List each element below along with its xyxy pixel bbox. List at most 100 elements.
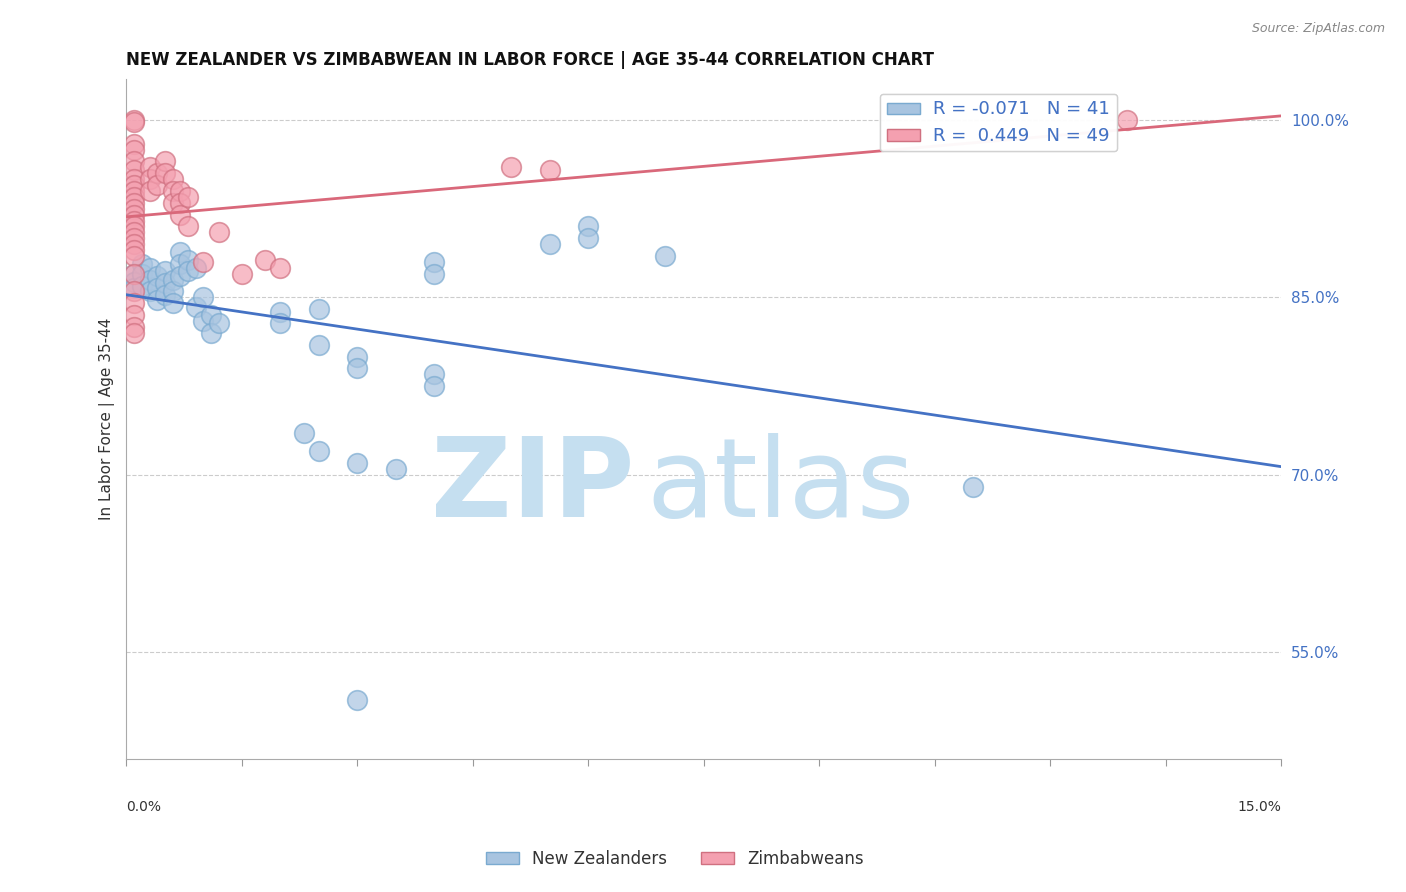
Point xyxy=(169,184,191,198)
Point xyxy=(122,172,145,186)
Point xyxy=(122,267,145,281)
Point xyxy=(122,249,145,263)
Point xyxy=(122,178,145,192)
Point xyxy=(122,219,145,234)
Point xyxy=(122,136,145,151)
Point xyxy=(138,172,160,186)
Point xyxy=(200,308,222,322)
Text: atlas: atlas xyxy=(645,434,914,541)
Point xyxy=(193,314,215,328)
Y-axis label: In Labor Force | Age 35-44: In Labor Force | Age 35-44 xyxy=(100,318,115,520)
Point xyxy=(122,208,145,222)
Point xyxy=(423,267,446,281)
Point xyxy=(253,252,276,267)
Point xyxy=(122,190,145,204)
Point xyxy=(146,178,169,192)
Text: ZIP: ZIP xyxy=(432,434,634,541)
Point xyxy=(153,166,176,180)
Point xyxy=(308,444,330,458)
Point xyxy=(346,350,368,364)
Point xyxy=(122,231,145,245)
Point xyxy=(122,184,145,198)
Legend: R = -0.071   N = 41, R =  0.449   N = 49: R = -0.071 N = 41, R = 0.449 N = 49 xyxy=(880,94,1116,152)
Point xyxy=(153,288,176,302)
Point xyxy=(122,154,145,169)
Point xyxy=(162,285,184,299)
Point xyxy=(177,252,200,267)
Point xyxy=(138,285,160,299)
Legend: New Zealanders, Zimbabweans: New Zealanders, Zimbabweans xyxy=(479,844,870,875)
Point xyxy=(122,281,145,295)
Point xyxy=(231,267,253,281)
Point xyxy=(962,480,984,494)
Point xyxy=(122,296,145,310)
Point xyxy=(122,162,145,177)
Point xyxy=(208,317,231,331)
Point xyxy=(122,308,145,322)
Point xyxy=(346,692,368,706)
Point xyxy=(193,255,215,269)
Point xyxy=(576,219,599,234)
Point xyxy=(122,275,145,289)
Point xyxy=(169,245,191,260)
Text: NEW ZEALANDER VS ZIMBABWEAN IN LABOR FORCE | AGE 35-44 CORRELATION CHART: NEW ZEALANDER VS ZIMBABWEAN IN LABOR FOR… xyxy=(127,51,935,69)
Point xyxy=(177,264,200,278)
Point xyxy=(292,426,315,441)
Point xyxy=(184,260,207,275)
Point xyxy=(138,260,160,275)
Point xyxy=(122,267,145,281)
Point xyxy=(138,184,160,198)
Point xyxy=(146,269,169,284)
Point xyxy=(122,143,145,157)
Point xyxy=(131,257,153,271)
Point xyxy=(423,255,446,269)
Point xyxy=(538,162,561,177)
Point xyxy=(1116,112,1139,127)
Point xyxy=(177,190,200,204)
Point xyxy=(131,267,153,281)
Point xyxy=(654,249,676,263)
Point xyxy=(146,166,169,180)
Point xyxy=(308,337,330,351)
Point xyxy=(538,237,561,252)
Point xyxy=(177,219,200,234)
Point xyxy=(269,304,291,318)
Point xyxy=(122,285,145,299)
Point xyxy=(385,462,408,476)
Point xyxy=(146,281,169,295)
Point xyxy=(423,379,446,393)
Point xyxy=(308,302,330,317)
Text: Source: ZipAtlas.com: Source: ZipAtlas.com xyxy=(1251,22,1385,36)
Point xyxy=(193,290,215,304)
Point xyxy=(162,296,184,310)
Point xyxy=(269,317,291,331)
Point xyxy=(208,225,231,239)
Point xyxy=(576,231,599,245)
Point xyxy=(184,300,207,314)
Point xyxy=(169,208,191,222)
Point xyxy=(169,269,191,284)
Point xyxy=(153,154,176,169)
Point xyxy=(138,273,160,287)
Point xyxy=(169,257,191,271)
Text: 0.0%: 0.0% xyxy=(127,800,162,814)
Point xyxy=(122,115,145,129)
Point xyxy=(146,293,169,307)
Point xyxy=(122,112,145,127)
Point xyxy=(269,260,291,275)
Point xyxy=(122,320,145,334)
Point xyxy=(122,237,145,252)
Point xyxy=(122,213,145,227)
Text: 15.0%: 15.0% xyxy=(1237,800,1281,814)
Point xyxy=(122,326,145,340)
Point xyxy=(122,202,145,216)
Point xyxy=(153,264,176,278)
Point xyxy=(346,456,368,470)
Point xyxy=(162,172,184,186)
Point xyxy=(501,161,523,175)
Point xyxy=(346,361,368,376)
Point xyxy=(200,326,222,340)
Point xyxy=(122,225,145,239)
Point xyxy=(122,243,145,257)
Point xyxy=(423,368,446,382)
